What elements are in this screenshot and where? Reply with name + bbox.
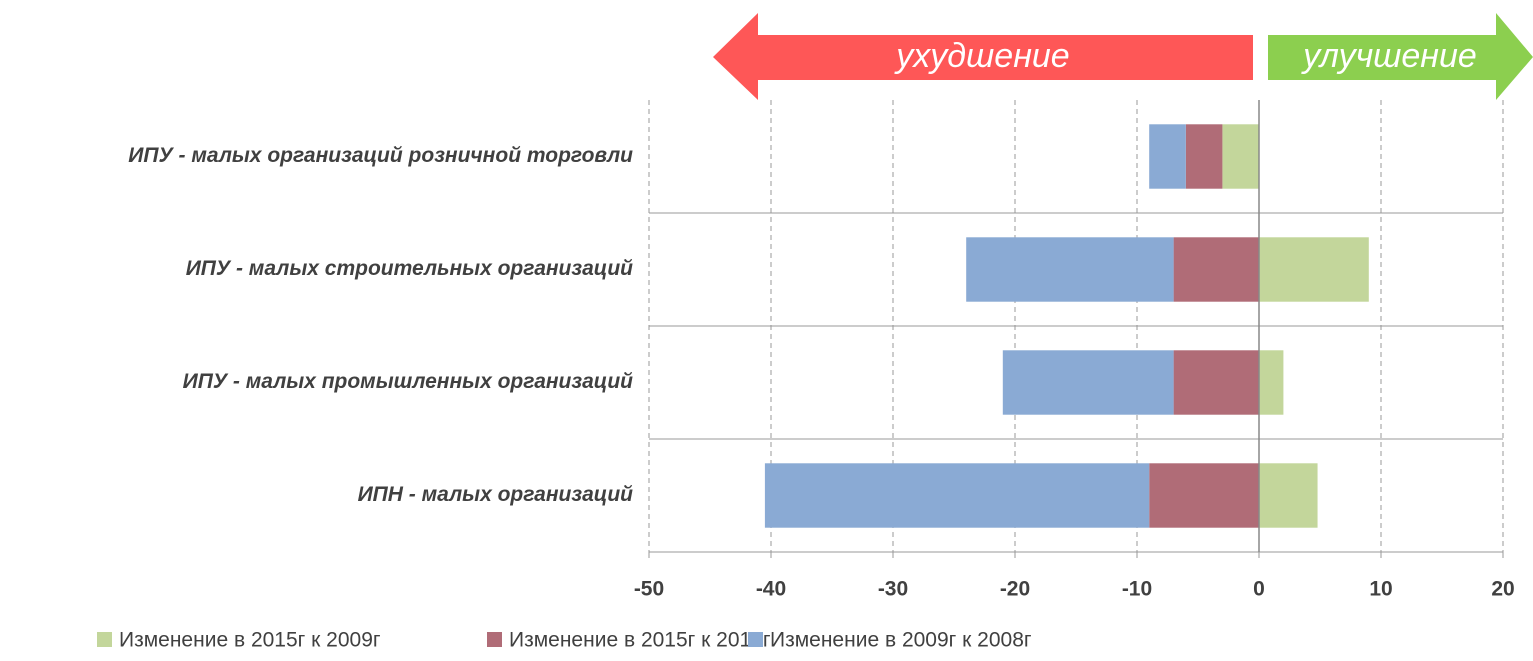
legend-swatch [487,632,502,647]
x-tick-label: 20 [1491,578,1514,601]
worse-arrow [713,13,1253,100]
bar [1185,124,1223,189]
bar [1222,124,1259,189]
bar [1259,237,1369,302]
bar [764,463,1150,528]
x-tick-label: -40 [756,578,786,601]
x-tick-label: 0 [1253,578,1265,601]
x-tick-label: -10 [1122,578,1152,601]
x-tick-label: 10 [1369,578,1392,601]
bar [1002,350,1174,415]
y-tick-label: ИПУ - малых строительных организаций [186,257,633,280]
bar [1149,463,1259,528]
bar [1173,237,1259,302]
bar [1259,350,1284,415]
bar [1149,124,1186,189]
annotation: улучшение [1301,37,1477,75]
legend-swatch [97,632,112,647]
bar [1173,350,1259,415]
annotation: ухудшение [894,37,1069,75]
bar [1259,463,1318,528]
x-tick-label: -50 [634,578,664,601]
legend-label: Изменение в 2015г к 2009г [119,629,381,652]
y-tick-label: ИПУ - малых организаций розничной торгов… [128,144,633,167]
legend-label: Изменение в 2015г к 2014г [509,629,771,652]
y-tick-label: ИПН - малых организаций [358,483,634,506]
x-tick-label: -20 [1000,578,1030,601]
bar [966,237,1174,302]
x-tick-label: -30 [878,578,908,601]
legend-swatch [748,632,763,647]
y-tick-label: ИПУ - малых промышленных организаций [183,370,634,393]
legend-label: Изменение в 2009г к 2008г [770,629,1032,652]
better-arrow [1268,13,1533,100]
